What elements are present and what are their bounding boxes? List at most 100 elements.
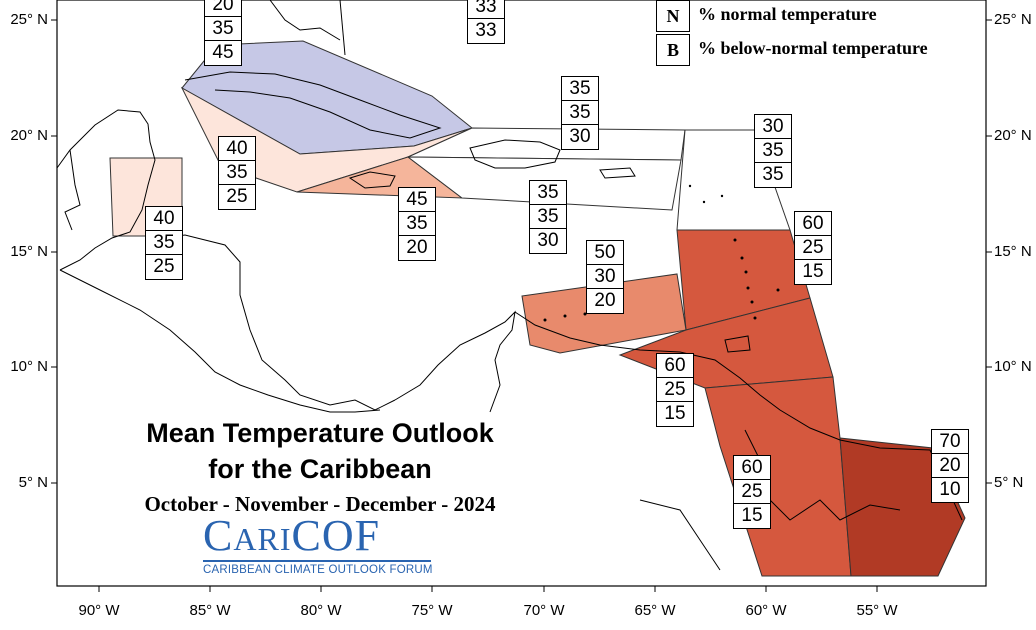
prob-normal: 25 — [734, 480, 770, 504]
lat-label-10-right: 10° N — [994, 358, 1032, 375]
logo-tagline: CARIBBEAN CLIMATE OUTLOOK FORUM — [203, 564, 433, 576]
prob-box-belize: 40 35 25 — [145, 206, 183, 280]
coast-gulf-mexico — [64, 149, 81, 231]
coast-jamaica — [348, 171, 396, 189]
coast-yucatan-central-america — [56, 109, 156, 271]
season-subtitle: October - November - December - 2024 — [144, 492, 496, 516]
lat-label-15-left: 15° N — [10, 243, 48, 260]
title-line-2: for the Caribbean — [208, 454, 432, 484]
prob-box-trinidad-tobago: 60 25 15 — [656, 353, 694, 427]
logo-underline — [203, 560, 431, 562]
zone-guyana — [704, 376, 852, 577]
prob-box-turks-caicos: 33 33 — [467, 0, 505, 44]
prob-normal: 25 — [795, 236, 831, 260]
lat-label-25-right: 25° N — [994, 11, 1032, 28]
prob-below: 15 — [741, 505, 763, 526]
prob-below: 20 — [594, 290, 616, 311]
prob-above: 60 — [657, 354, 693, 378]
prob-below: 10 — [939, 479, 961, 500]
prob-normal: 35 — [205, 17, 241, 41]
lon-label-55w: 55° W — [856, 602, 898, 619]
prob-normal: 30 — [587, 265, 623, 289]
lon-label-70w: 70° W — [523, 602, 565, 619]
caricof-logo: CARICOF — [203, 511, 381, 560]
prob-below: 15 — [664, 403, 686, 424]
prob-above: 40 — [146, 207, 182, 231]
prob-above: 30 — [755, 115, 791, 139]
prob-above: 70 — [932, 430, 968, 454]
coast-florida — [269, 0, 341, 41]
prob-below: 20 — [406, 237, 428, 258]
lesser-antilles — [543, 184, 780, 322]
prob-normal: 35 — [219, 161, 255, 185]
lat-label-20-right: 20° N — [994, 127, 1032, 144]
coast-central-america-pacific — [59, 269, 381, 413]
prob-below: 25 — [226, 186, 248, 207]
coast-hispaniola — [469, 139, 561, 169]
lat-label-5-left: 5° N — [18, 474, 48, 491]
prob-box-suriname-french-guiana: 70 20 10 — [931, 429, 969, 503]
prob-below: 35 — [762, 164, 784, 185]
prob-above: 20 — [205, 0, 241, 17]
prob-below: 25 — [153, 256, 175, 277]
lon-label-60w: 60° W — [745, 602, 787, 619]
prob-normal: 35 — [399, 212, 435, 236]
legend-label-below: % below-normal temperature — [698, 38, 928, 58]
coast-trinidad — [724, 335, 751, 353]
coast-south-america-interior — [639, 499, 721, 571]
coast-cuba — [184, 71, 442, 139]
lat-label-15-right: 15° N — [994, 243, 1032, 260]
lat-label-25-left: 25° N — [10, 11, 48, 28]
prob-normal: 20 — [932, 454, 968, 478]
prob-normal: 33 — [475, 20, 497, 41]
coast-florida-west — [339, 0, 346, 56]
prob-box-cayman-south-cuba-waters: 40 35 25 — [218, 136, 256, 210]
legend-key-below: B — [656, 34, 690, 66]
legend-key-normal: N — [656, 0, 690, 32]
prob-box-caribbean-sea-central: 35 35 30 — [529, 180, 567, 254]
prob-normal: 35 — [562, 101, 598, 125]
coast-puerto-rico — [599, 167, 636, 179]
prob-above: 60 — [734, 456, 770, 480]
prob-below: 45 — [212, 42, 234, 63]
map-frame — [56, 0, 987, 587]
prob-below: 30 — [569, 126, 591, 147]
prob-box-guyana: 60 25 15 — [733, 455, 771, 529]
prob-above: 35 — [562, 77, 598, 101]
prob-normal: 35 — [755, 139, 791, 163]
axis-ticks — [51, 19, 992, 592]
prob-above: 50 — [587, 241, 623, 265]
prob-box-jamaica: 45 35 20 — [398, 187, 436, 261]
prob-above: 40 — [219, 137, 255, 161]
coast-honduras-nicaragua — [147, 234, 396, 411]
title-line-1: Mean Temperature Outlook — [146, 418, 494, 448]
lon-label-80w: 80° W — [300, 602, 342, 619]
prob-above: 60 — [795, 212, 831, 236]
prob-above: 33 — [468, 0, 504, 19]
prob-below: 30 — [537, 230, 559, 251]
lon-label-75w: 75° W — [411, 602, 453, 619]
lon-label-90w: 90° W — [78, 602, 120, 619]
prob-normal: 25 — [657, 378, 693, 402]
lon-label-65w: 65° W — [634, 602, 676, 619]
prob-below: 15 — [802, 261, 824, 282]
prob-above: 45 — [399, 188, 435, 212]
prob-normal: 35 — [146, 231, 182, 255]
lat-label-10-left: 10° N — [10, 358, 48, 375]
prob-above: 35 — [530, 181, 566, 205]
lon-label-85w: 85° W — [189, 602, 231, 619]
prob-box-abc-islands: 50 30 20 — [586, 240, 624, 314]
lat-label-5-right: 5° N — [994, 474, 1024, 491]
coast-venezuela — [514, 311, 963, 521]
coastlines — [56, 0, 963, 571]
prob-box-hispaniola: 35 35 30 — [561, 76, 599, 150]
coast-colombia — [394, 310, 516, 413]
lat-label-20-left: 20° N — [10, 127, 48, 144]
prob-normal: 35 — [530, 205, 566, 229]
prob-box-leeward-windward-islands: 60 25 15 — [794, 211, 832, 285]
prob-box-puerto-rico-virgin-islands: 30 35 35 — [754, 114, 792, 188]
legend-label-normal: % normal temperature — [698, 4, 877, 24]
prob-box-bahamas-north: 20 35 45 — [204, 0, 242, 66]
